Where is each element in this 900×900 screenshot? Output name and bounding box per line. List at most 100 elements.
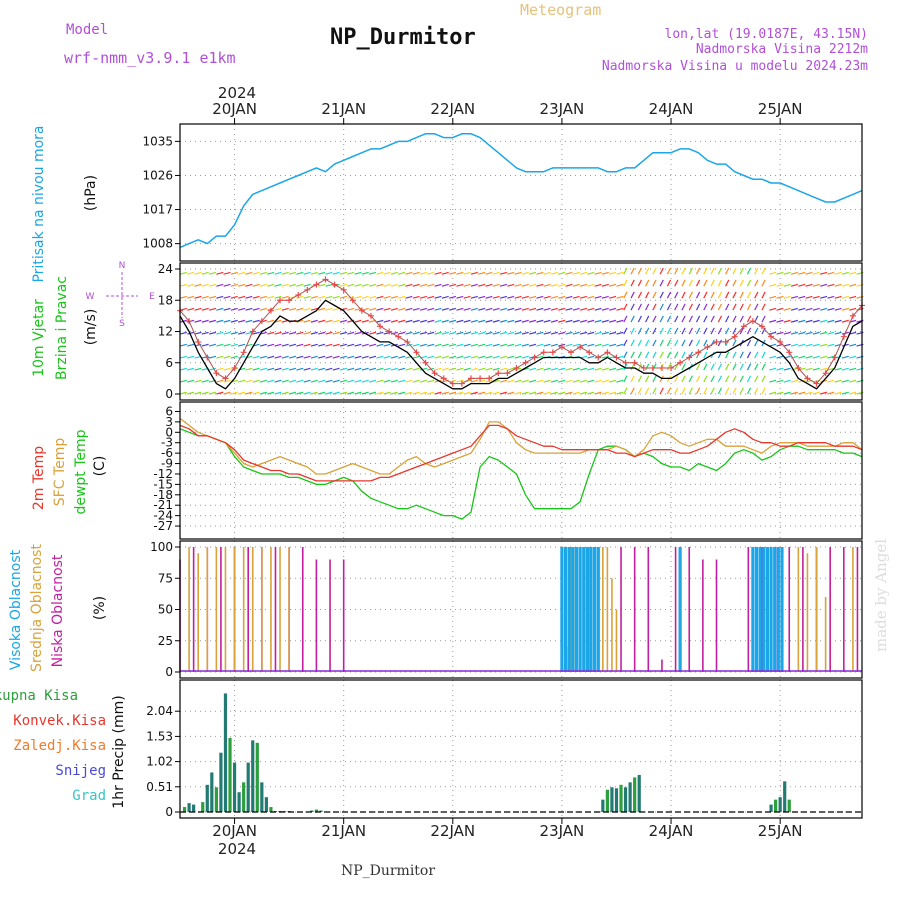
wind-barb bbox=[514, 307, 522, 311]
wind-barb bbox=[550, 391, 558, 395]
wind-barb bbox=[187, 379, 195, 383]
mid-cloud-bar bbox=[570, 547, 572, 672]
wind-barb bbox=[849, 283, 857, 287]
mid-cloud-bar bbox=[270, 547, 272, 672]
wind-barb bbox=[419, 343, 427, 347]
wind-barb bbox=[761, 315, 766, 323]
wind-barb bbox=[499, 271, 508, 275]
wind-barb bbox=[798, 319, 806, 323]
wind-barb bbox=[332, 307, 340, 311]
wind-barb bbox=[274, 391, 282, 395]
wind-barb bbox=[434, 295, 442, 299]
wind-barb bbox=[703, 327, 708, 335]
wind-barb bbox=[536, 319, 544, 323]
wind-barb bbox=[587, 331, 595, 335]
wind-barb bbox=[412, 271, 420, 275]
wind-barb bbox=[674, 327, 679, 335]
precip-bar bbox=[201, 802, 205, 812]
wind-barb bbox=[347, 343, 355, 347]
wind-gust-marker bbox=[558, 344, 565, 351]
wind-barb bbox=[536, 367, 544, 371]
wind-barb bbox=[681, 291, 686, 299]
wind-barb bbox=[834, 295, 842, 299]
wind-barb bbox=[179, 355, 187, 359]
wind-barb bbox=[834, 379, 842, 383]
wind-barb bbox=[470, 391, 478, 395]
low-cloud-bar bbox=[274, 547, 277, 672]
mid-cloud-bar bbox=[242, 547, 245, 672]
wind-barb bbox=[179, 391, 187, 395]
wind-barb bbox=[238, 379, 246, 383]
wind-barb bbox=[463, 343, 471, 347]
wind-barb bbox=[259, 271, 267, 275]
precip-bar bbox=[228, 737, 232, 812]
wind-barb bbox=[550, 295, 558, 299]
wind-barb bbox=[798, 271, 806, 275]
wind-barb bbox=[223, 367, 231, 371]
wind-barb bbox=[223, 283, 231, 287]
wind-barb bbox=[616, 271, 624, 275]
compass-rose-icon: N E S W bbox=[86, 261, 156, 329]
wind-barb bbox=[579, 319, 588, 323]
wind-barb bbox=[296, 367, 304, 371]
wind-barb bbox=[674, 387, 679, 395]
wind-barb bbox=[507, 391, 515, 395]
wind-barb bbox=[281, 355, 289, 359]
temperature-ytick-label: -12 bbox=[153, 467, 173, 481]
precip-bar bbox=[601, 799, 605, 812]
wind-gust-marker bbox=[804, 375, 811, 382]
wind-barb bbox=[398, 343, 406, 347]
low-cloud-bar bbox=[715, 559, 718, 672]
wind-barb bbox=[376, 283, 384, 287]
wind-barb bbox=[754, 291, 759, 299]
cloud-ytick-label: 75 bbox=[158, 571, 173, 585]
wind-barb bbox=[746, 315, 752, 323]
wind-barb bbox=[558, 379, 566, 383]
wind-barb bbox=[368, 295, 377, 299]
wind-barb bbox=[761, 267, 766, 275]
wind-barb bbox=[529, 343, 537, 347]
wind-barb bbox=[550, 319, 558, 323]
wind-barb bbox=[288, 307, 297, 311]
wind-barb bbox=[746, 327, 752, 335]
wind-barb bbox=[776, 331, 784, 335]
wind-barb bbox=[798, 331, 806, 335]
wind-barb bbox=[695, 327, 701, 335]
precip-bar bbox=[246, 762, 250, 812]
wind-barb bbox=[521, 295, 529, 299]
wind-barb bbox=[609, 271, 617, 275]
pressure-ytick-label: 1026 bbox=[142, 168, 173, 182]
wind-barb bbox=[761, 363, 766, 371]
wind-barb bbox=[463, 355, 471, 359]
wind-barb bbox=[303, 331, 311, 335]
wind-barb bbox=[776, 271, 784, 275]
wind-barb bbox=[732, 315, 737, 323]
wind-barb bbox=[601, 295, 609, 299]
precip-bar bbox=[314, 809, 318, 812]
mid-cloud-bar bbox=[852, 547, 854, 672]
wind-barb bbox=[550, 283, 558, 287]
wind-barb bbox=[565, 367, 573, 371]
wind-barb bbox=[565, 319, 573, 323]
wind-barb bbox=[805, 331, 813, 335]
wind-barb bbox=[368, 307, 377, 311]
wind-barb bbox=[703, 387, 708, 395]
wind-barb bbox=[310, 319, 318, 323]
wind-barb bbox=[739, 267, 744, 275]
high-cloud-bar-group bbox=[560, 547, 784, 672]
wind-barb bbox=[267, 331, 275, 335]
wind-barb bbox=[579, 307, 588, 311]
pressure-label: Pritisak na nivou mora bbox=[31, 125, 47, 282]
mid-cloud-bar bbox=[197, 553, 199, 672]
wind-barb bbox=[456, 307, 464, 311]
wind-barb bbox=[492, 271, 500, 275]
wind-barb bbox=[754, 351, 759, 359]
wind-barb bbox=[463, 391, 471, 395]
wind-ytick-label: 12 bbox=[158, 325, 173, 339]
wind-barb bbox=[812, 283, 820, 287]
wind-barb bbox=[681, 267, 686, 275]
precip-legend-total: Ukupna Kisa bbox=[0, 688, 78, 704]
wind-barb bbox=[252, 307, 260, 311]
wind-barb bbox=[572, 391, 580, 395]
wind-barb bbox=[601, 379, 609, 383]
